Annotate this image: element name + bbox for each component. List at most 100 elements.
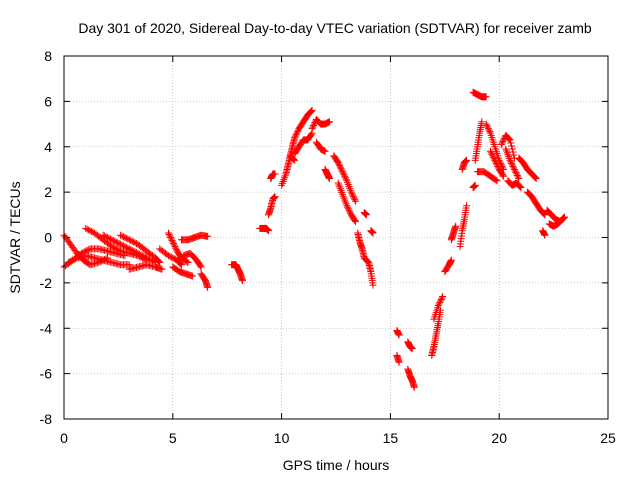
- data-point: [347, 188, 355, 196]
- data-point: [438, 294, 446, 302]
- data-point: [169, 238, 177, 246]
- data-point: [437, 296, 445, 304]
- data-point: [112, 238, 120, 246]
- data-point: [154, 257, 162, 265]
- data-point: [435, 300, 443, 308]
- data-point: [436, 299, 444, 307]
- data-point: [99, 231, 107, 239]
- data-point: [128, 237, 136, 245]
- data-point: [325, 118, 333, 126]
- data-point: [167, 253, 175, 261]
- plot-frame: [63, 55, 609, 420]
- data-point: [507, 139, 515, 147]
- data-point: [336, 163, 344, 171]
- data-point: [184, 258, 192, 266]
- data-point: [108, 236, 116, 244]
- data-point: [338, 166, 346, 174]
- data-point: [156, 258, 164, 266]
- data-point: [541, 211, 549, 219]
- data-point: [112, 245, 120, 253]
- data-point: [166, 232, 174, 240]
- data-point: [514, 173, 522, 181]
- data-point: [395, 331, 403, 339]
- data-point: [170, 255, 178, 263]
- data-point: [265, 227, 273, 235]
- data-point: [130, 238, 138, 246]
- data-point: [127, 246, 135, 254]
- data-point: [166, 252, 174, 260]
- data-point: [124, 235, 132, 243]
- data-point: [238, 277, 246, 285]
- data-point: [310, 122, 318, 130]
- data-point: [86, 227, 94, 235]
- data-point: [164, 252, 172, 260]
- data-point: [540, 210, 548, 218]
- data-point: [291, 132, 299, 140]
- data-point: [291, 134, 299, 142]
- data-point: [307, 107, 315, 115]
- data-point: [170, 240, 178, 248]
- data-point: [410, 383, 418, 391]
- data-point: [500, 172, 508, 180]
- data-point: [102, 233, 110, 241]
- data-point: [124, 244, 132, 252]
- data-point: [118, 232, 126, 240]
- y-tick-label: -2: [40, 275, 53, 291]
- data-point: [482, 120, 490, 128]
- y-tick-label: 4: [44, 139, 52, 155]
- data-point: [337, 165, 345, 173]
- data-point: [512, 168, 520, 176]
- data-point: [345, 206, 353, 214]
- data-point: [531, 173, 539, 181]
- data-point: [130, 247, 138, 255]
- data-point: [106, 235, 114, 243]
- data-point: [127, 237, 135, 245]
- data-point: [342, 175, 350, 183]
- data-point: [119, 242, 127, 250]
- data-point: [339, 169, 347, 177]
- data-point: [509, 148, 517, 156]
- data-point: [349, 191, 357, 199]
- data-point: [362, 211, 370, 219]
- data-point: [164, 229, 172, 237]
- data-point: [486, 128, 494, 136]
- data-point: [336, 162, 344, 170]
- data-point: [172, 244, 180, 252]
- data-point: [499, 137, 507, 145]
- data-point: [346, 208, 354, 216]
- data-point: [408, 345, 416, 353]
- data-point: [463, 202, 471, 210]
- data-point: [88, 227, 96, 235]
- data-points: [60, 88, 568, 391]
- data-point: [125, 236, 133, 244]
- data-point: [133, 249, 141, 257]
- x-tick-label: 10: [274, 430, 290, 446]
- data-point: [289, 155, 297, 163]
- data-point: [492, 176, 500, 184]
- data-point: [167, 234, 175, 241]
- grid: [64, 56, 608, 419]
- data-point: [343, 202, 351, 210]
- data-point: [348, 190, 356, 198]
- data-point: [158, 265, 166, 273]
- data-point: [115, 240, 123, 248]
- data-point: [85, 226, 93, 234]
- data-point: [101, 232, 109, 240]
- data-point: [128, 246, 136, 254]
- data-point: [109, 237, 117, 245]
- data-point: [539, 209, 547, 217]
- data-point: [484, 125, 492, 133]
- data-point: [516, 183, 524, 191]
- data-point: [516, 182, 524, 190]
- data-point: [169, 254, 177, 262]
- y-tick-label: 0: [44, 230, 52, 246]
- data-point: [108, 243, 116, 251]
- data-point: [344, 205, 352, 213]
- data-point: [204, 232, 212, 240]
- data-point: [321, 147, 329, 155]
- data-point: [197, 263, 205, 271]
- data-point: [506, 156, 514, 164]
- data-point: [146, 255, 154, 263]
- chart-title: Day 301 of 2020, Sidereal Day-to-day VTE…: [78, 20, 591, 36]
- data-point: [308, 106, 316, 114]
